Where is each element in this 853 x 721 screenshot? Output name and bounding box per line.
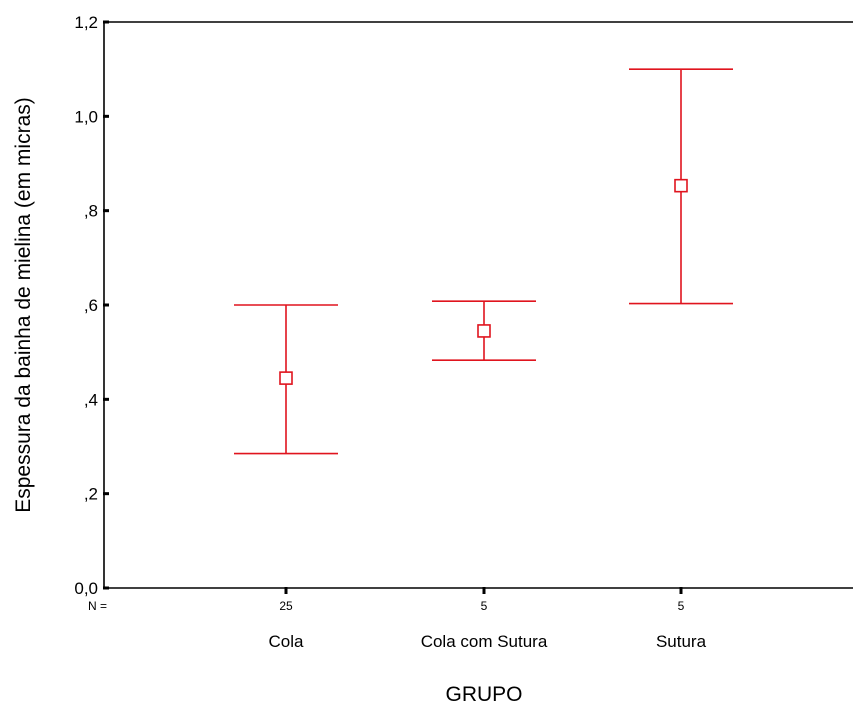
axes	[103, 21, 853, 589]
y-tick-label: ,8	[84, 202, 98, 221]
x-axis-label: GRUPO	[445, 683, 522, 706]
error-bar-group	[432, 300, 536, 361]
error-bar-group	[234, 304, 338, 455]
category-label: Sutura	[656, 632, 707, 651]
x-ticks: 25 Cola 5 Cola com Sutura 5 Sutura	[269, 587, 707, 651]
y-tick-label: 0,0	[74, 579, 98, 598]
mean-marker	[674, 178, 688, 193]
y-ticks: 0,0 ,2 ,4 ,6 ,8 1,0 1,2	[74, 13, 109, 598]
y-tick-label: 1,0	[74, 107, 98, 126]
y-tick-label: ,4	[84, 390, 98, 409]
y-tick-label: ,2	[84, 485, 98, 504]
category-label: Cola com Sutura	[421, 632, 548, 651]
error-bar-group	[629, 68, 733, 305]
n-count-label: 25	[279, 599, 293, 613]
y-tick-label: 1,2	[74, 13, 98, 32]
category-label: Cola	[269, 632, 305, 651]
error-bars	[234, 68, 733, 455]
n-prefix-label: N =	[88, 599, 107, 613]
y-tick-label: ,6	[84, 296, 98, 315]
y-axis-label: Espessura da bainha de mielina (em micra…	[12, 97, 35, 513]
mean-marker	[279, 371, 293, 385]
mean-marker	[477, 324, 491, 338]
n-count-label: 5	[678, 599, 685, 613]
n-count-label: 5	[481, 599, 488, 613]
